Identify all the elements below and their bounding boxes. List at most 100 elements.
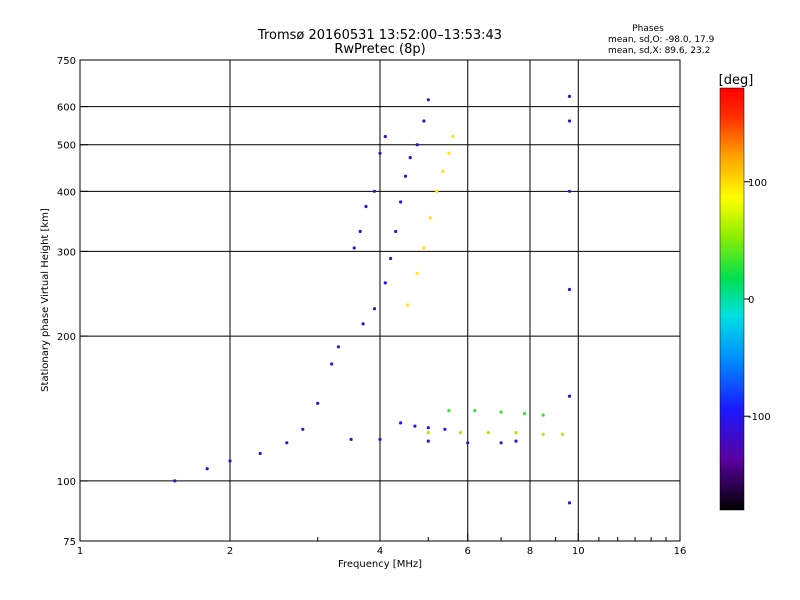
data-point <box>443 427 447 431</box>
data-point <box>394 229 398 234</box>
data-point <box>403 174 408 178</box>
data-point <box>441 169 445 173</box>
x-tick-label: 2 <box>227 546 233 557</box>
data-point <box>413 424 417 428</box>
data-point <box>205 467 209 471</box>
x-tick-label: 8 <box>527 546 533 557</box>
x-tick-label: 1 <box>77 546 83 557</box>
data-point <box>301 427 305 431</box>
data-point <box>567 94 572 98</box>
trace <box>352 134 387 250</box>
phases-title: Phases <box>632 24 664 34</box>
chart-subtitle: RwPretec (8p) <box>334 42 425 57</box>
data-point <box>435 189 439 193</box>
data-point <box>372 307 377 311</box>
data-point <box>522 412 527 416</box>
colorbar-tick-label: -100 <box>748 412 771 423</box>
data-point <box>330 362 334 366</box>
data-point <box>447 409 451 413</box>
y-tick-label: 300 <box>57 247 76 258</box>
y-tick-label: 750 <box>57 56 76 67</box>
data-point <box>451 134 455 139</box>
data-point <box>349 437 353 441</box>
colorbar-ticks: 100 0 -100 <box>744 178 771 423</box>
data-point <box>567 287 572 292</box>
data-point <box>466 441 470 445</box>
data-point <box>486 431 490 435</box>
data-point <box>447 151 451 155</box>
colorbar-tick-label: 100 <box>748 178 767 189</box>
data-point <box>426 98 430 102</box>
y-tick-label: 600 <box>57 103 76 114</box>
stats-o-mode: mean, sd,O: -98.0, 17.9 <box>608 35 715 45</box>
data-point <box>361 322 365 326</box>
data-point <box>422 246 426 250</box>
data-point <box>372 189 377 193</box>
trace <box>426 431 565 436</box>
data-point <box>567 119 572 123</box>
trace <box>447 409 545 417</box>
x-tick-label: 4 <box>377 546 383 557</box>
data-point <box>399 421 403 425</box>
data-point <box>408 156 412 160</box>
x-axis: 1 2 4 6 8 10 16 <box>77 533 687 557</box>
x-tick-label: 6 <box>465 546 471 557</box>
data-point <box>426 439 430 443</box>
data-point <box>561 432 565 436</box>
data-point <box>383 281 387 285</box>
data-point <box>473 409 477 413</box>
data-points <box>173 94 572 505</box>
data-point <box>285 441 289 445</box>
trace <box>173 345 340 483</box>
trace <box>361 98 430 326</box>
data-point <box>228 459 232 463</box>
chart-title: Tromsø 20160531 13:52:00–13:53:43 <box>257 28 502 43</box>
data-point <box>428 216 432 220</box>
data-point <box>499 410 503 414</box>
data-point <box>422 119 426 123</box>
data-point <box>173 479 177 483</box>
x-tick-label: 16 <box>674 546 687 557</box>
x-tick-label: 10 <box>572 546 585 557</box>
trace <box>567 94 572 505</box>
data-point <box>458 431 462 435</box>
y-axis: 75 100 200 300 400 500 600 750 <box>57 56 88 548</box>
data-point <box>499 441 503 445</box>
y-tick-label: 500 <box>57 141 76 152</box>
colorbar-label: [deg] <box>719 73 754 88</box>
data-point <box>541 413 545 417</box>
trace <box>349 437 518 445</box>
data-point <box>316 401 320 405</box>
data-point <box>378 437 382 441</box>
colorbar-tick-label: 0 <box>748 295 754 306</box>
data-point <box>258 451 262 456</box>
data-point <box>415 143 419 147</box>
data-point <box>567 189 572 193</box>
data-point <box>514 431 518 435</box>
data-point <box>426 426 430 430</box>
data-point <box>352 246 356 250</box>
y-tick-label: 400 <box>57 187 76 198</box>
data-point <box>358 229 362 234</box>
y-tick-label: 100 <box>57 477 76 488</box>
data-point <box>399 200 403 204</box>
data-point <box>378 151 382 155</box>
y-tick-label: 75 <box>63 537 76 548</box>
colorbar <box>719 87 745 511</box>
data-point <box>541 432 545 436</box>
trace <box>399 421 447 431</box>
data-point <box>389 256 393 261</box>
trace <box>406 134 455 307</box>
data-point <box>364 204 368 209</box>
y-tick-label: 200 <box>57 332 76 343</box>
data-point <box>383 134 387 139</box>
y-axis-label: Stationary phase Virtual Height [km] <box>40 208 51 392</box>
data-point <box>336 345 340 349</box>
stats-x-mode: mean, sd,X: 89.6, 23.2 <box>608 46 710 56</box>
data-point <box>567 501 572 505</box>
data-point <box>514 439 518 443</box>
data-point <box>415 271 419 275</box>
data-point <box>406 303 410 307</box>
